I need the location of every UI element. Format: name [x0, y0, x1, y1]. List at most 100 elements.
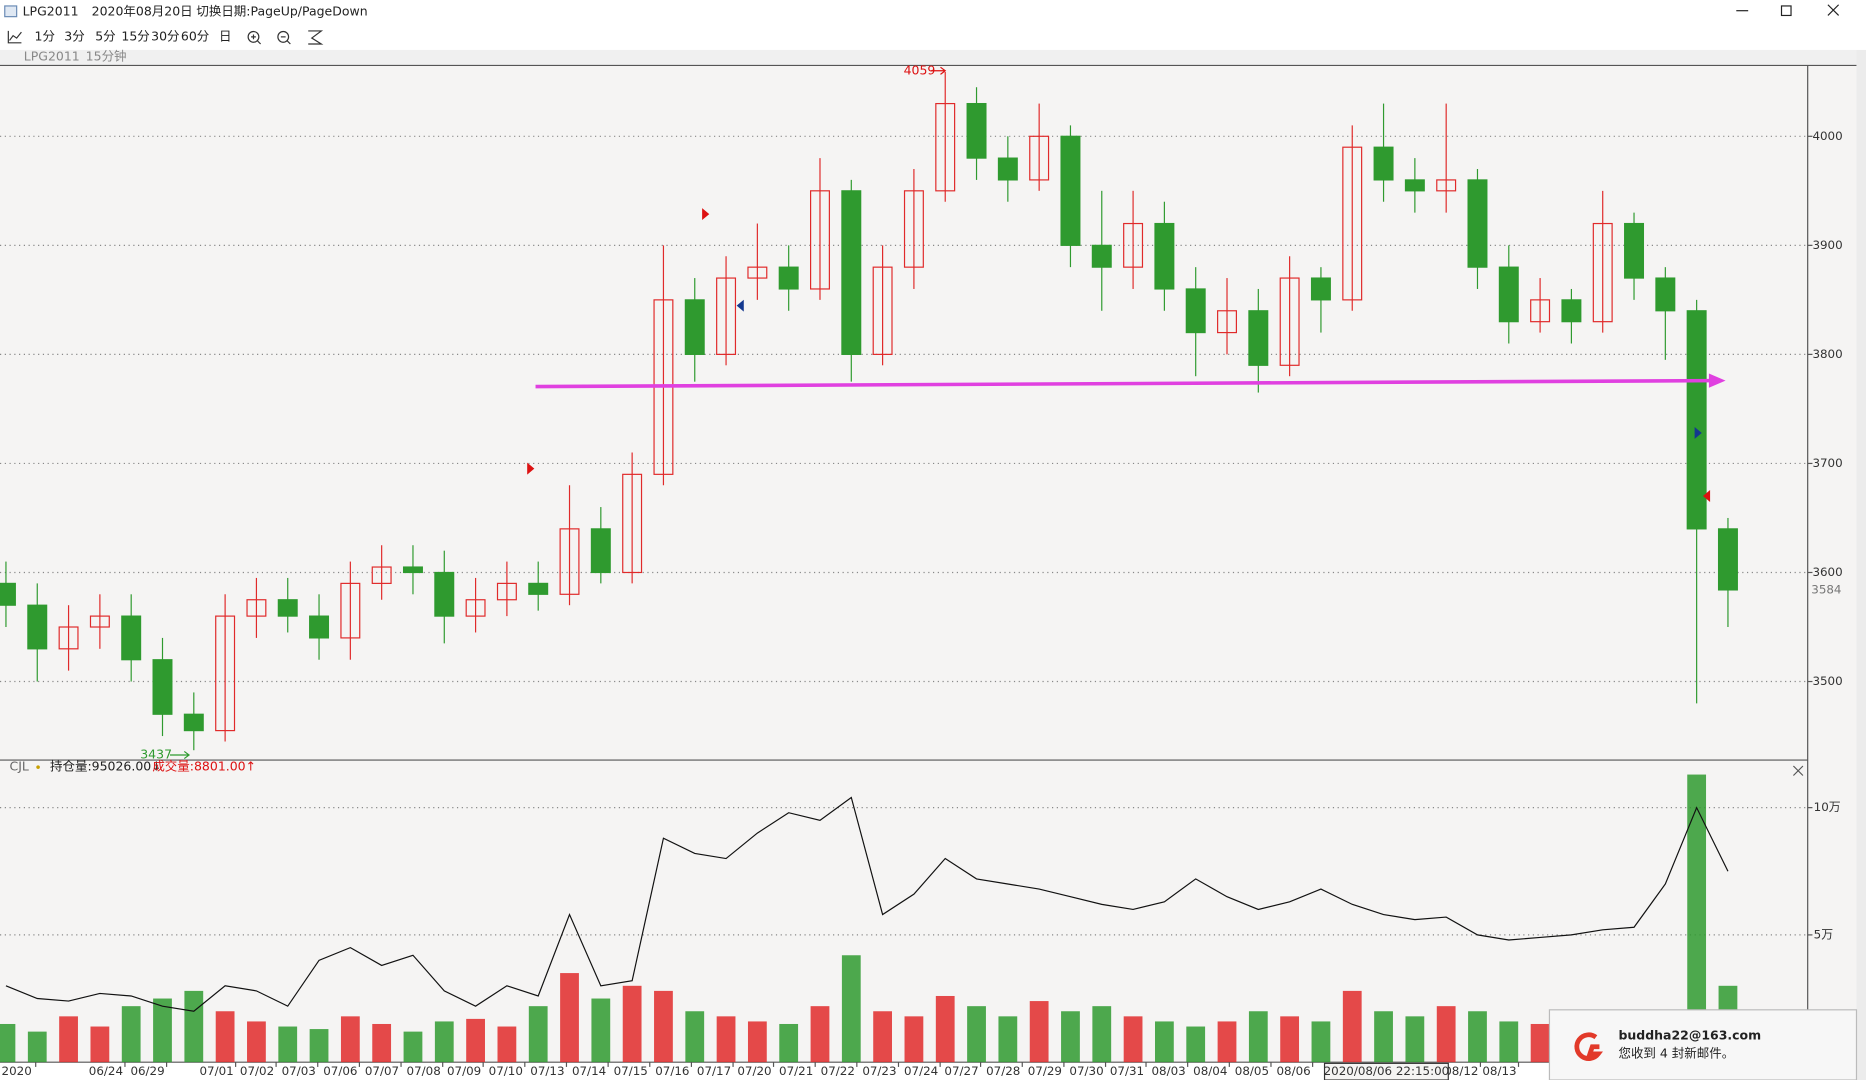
volume-bar — [1530, 1023, 1550, 1063]
x-tick-label: 08/05 — [1235, 1064, 1269, 1078]
zoom-in-button[interactable] — [247, 30, 262, 45]
candle-body — [1279, 277, 1300, 366]
volume-bar — [27, 1031, 47, 1063]
volume-bar — [121, 1006, 141, 1063]
mail-logo — [1574, 1032, 1604, 1061]
volume-bar — [1405, 1016, 1425, 1063]
y-tick-label: 3900 — [1812, 238, 1842, 252]
candle-body — [1404, 179, 1425, 192]
x-tick-label: 07/09 — [447, 1064, 481, 1078]
x-tick-label: 07/13 — [530, 1064, 564, 1078]
chart-type-button[interactable] — [7, 30, 22, 44]
volume-bar — [153, 998, 172, 1063]
plot-bg — [0, 65, 1808, 1063]
x-tick-label: 2020 — [2, 1064, 32, 1078]
candle-body — [1123, 222, 1144, 268]
close-button[interactable] — [1827, 4, 1840, 16]
candle-body — [1624, 222, 1645, 279]
indicator-name: CJL — [10, 759, 29, 774]
volume-bar — [747, 1021, 767, 1063]
period-button[interactable]: 1分 — [35, 28, 55, 43]
candle-body — [935, 102, 956, 192]
axis-bg — [1807, 65, 1857, 1063]
candle-body — [89, 615, 110, 628]
volume-bar — [622, 985, 642, 1063]
period-button[interactable]: 3分 — [64, 28, 84, 43]
volume-bar — [1061, 1011, 1080, 1063]
period-button[interactable]: 日 — [219, 28, 231, 43]
candle-body — [27, 604, 48, 650]
x-tick-label: 06/24 — [89, 1064, 123, 1078]
volume-bar — [904, 1016, 924, 1063]
signal-mark — [736, 299, 744, 312]
period-button[interactable]: 5分 — [95, 28, 115, 43]
volume-bar — [340, 1016, 360, 1063]
x-tick-label: 08/13 — [1482, 1064, 1516, 1078]
candle-body — [559, 528, 580, 595]
volume-bar — [278, 1026, 298, 1063]
period-button[interactable]: 30分 — [151, 28, 179, 43]
volume-bar — [1186, 1026, 1206, 1063]
x-tick-label: 08/04 — [1193, 1064, 1227, 1078]
x-tick-label: 07/29 — [1028, 1064, 1062, 1078]
period-button[interactable]: 15分 — [121, 28, 149, 43]
candle-body — [1498, 266, 1519, 323]
candle-body — [622, 473, 643, 574]
y-tick-label: 3700 — [1812, 456, 1842, 470]
restore-button[interactable] — [1780, 5, 1792, 17]
scrollbar[interactable] — [1856, 49, 1866, 1080]
period-button[interactable]: 60分 — [181, 28, 209, 43]
candle-body — [966, 102, 987, 159]
candle-body — [1717, 528, 1738, 591]
candle-body — [684, 299, 705, 355]
volume-bar — [247, 1021, 266, 1063]
oi-label: 持仓量:95026.00↓ — [50, 759, 162, 774]
volume-bar — [1436, 1006, 1456, 1063]
x-tick-label: 07/28 — [986, 1064, 1020, 1078]
candle-body — [496, 582, 517, 601]
volume-bar — [873, 1011, 892, 1063]
open-interest-line — [5, 796, 1729, 1012]
volume-bar — [591, 998, 611, 1063]
volume-bar — [1029, 1001, 1049, 1063]
candle-body — [402, 566, 423, 574]
zoom-out-button[interactable] — [277, 30, 291, 45]
panel-close[interactable] — [1792, 765, 1804, 776]
x-tick-label: 07/20 — [737, 1064, 771, 1078]
notification[interactable]: buddha22@163.com 您收到 4 封新邮件。 — [1548, 1009, 1858, 1080]
volume-bar — [1374, 1011, 1393, 1063]
low-mark-label: 3437 — [140, 746, 172, 761]
y-tick-label: 4000 — [1812, 129, 1842, 143]
chart-symbol: LPG2011 — [24, 49, 80, 64]
y-tick-label: 3800 — [1812, 347, 1842, 361]
candle-body — [810, 190, 830, 290]
x-tick-label: 07/24 — [904, 1064, 938, 1078]
settings-button[interactable] — [308, 30, 324, 45]
candle-body — [903, 190, 924, 268]
volume-bar — [90, 1026, 110, 1063]
x-tick-label: 07/27 — [944, 1064, 978, 1078]
volume-bar — [998, 1016, 1018, 1063]
signal-mark — [1694, 427, 1702, 439]
candle-body — [215, 615, 236, 732]
volume-bar — [716, 1016, 736, 1063]
candle-body — [1561, 299, 1582, 323]
candle-body — [434, 571, 455, 617]
volume-bar — [466, 1018, 485, 1063]
window-hint: 切换日期:PageUp/PageDown — [196, 3, 367, 18]
candle-body — [1248, 310, 1269, 366]
volume-bar — [1123, 1016, 1143, 1063]
x-tick-label: 07/21 — [779, 1064, 813, 1078]
x-tick-label: 08/12 — [1444, 1064, 1478, 1078]
candle-body — [1467, 179, 1488, 268]
candle-body — [0, 582, 16, 606]
candle-body — [1154, 222, 1175, 290]
x-tick-label: 07/15 — [614, 1064, 648, 1078]
volume-bar — [967, 1006, 986, 1063]
candle-body — [309, 615, 330, 639]
notification-email: buddha22@163.com — [1618, 1027, 1761, 1042]
volume-bar — [1248, 1011, 1268, 1063]
y-tick-label: 3500 — [1812, 674, 1842, 688]
x-tick-label: 07/17 — [697, 1064, 731, 1078]
